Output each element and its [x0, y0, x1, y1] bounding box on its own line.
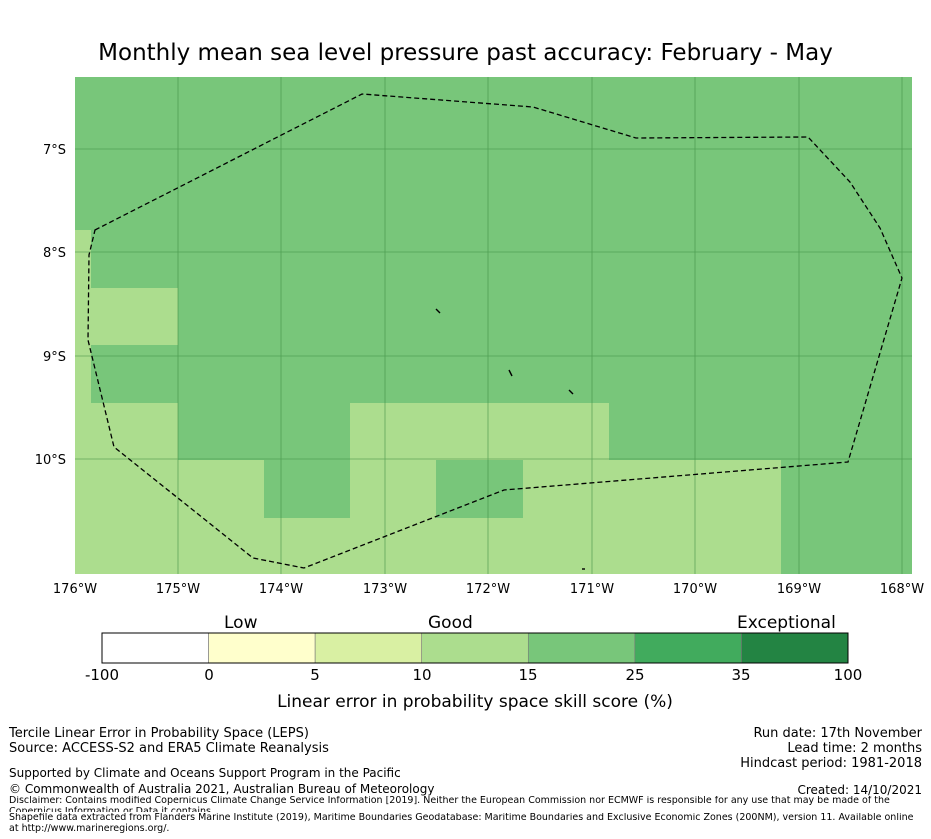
colorbar-swatch [634, 632, 742, 664]
island-1 [435, 308, 441, 314]
islands [435, 308, 585, 570]
chart-title: Monthly mean sea level pressure past acc… [98, 40, 833, 66]
colorbar-tick: 25 [625, 666, 645, 684]
created-text: Created: 14/10/2021 [797, 783, 922, 797]
copyright-text: © Commonwealth of Australia 2021, Austra… [9, 782, 435, 796]
lon-label: 176°W [53, 582, 97, 597]
colorbar-category-low: Low [224, 613, 258, 633]
eez-boundary [87, 93, 903, 569]
colorbar-label: Linear error in probability space skill … [277, 692, 673, 712]
lat-label: 10°S [35, 453, 66, 468]
colorbar-swatches [101, 632, 849, 664]
skill-map: 7°S 8°S 9°S 10°S 176°W 175°W 174°W 173°W… [35, 77, 924, 597]
colorbar-tick: 100 [833, 666, 863, 684]
colorbar [101, 632, 849, 664]
colorbar-tick: 5 [310, 666, 320, 684]
graticule [75, 77, 912, 574]
colorbar-tick: 15 [518, 666, 538, 684]
lon-label: 172°W [466, 582, 510, 597]
lon-label: 170°W [673, 582, 717, 597]
colorbar-swatch [527, 632, 636, 664]
good-skill-cell-southwest [91, 403, 178, 574]
colorbar-tick: 10 [412, 666, 432, 684]
good-skill-cell-south-2 [264, 518, 350, 574]
run-date-text: Run date: 17th November [753, 726, 922, 741]
lon-label: 168°W [880, 582, 924, 597]
good-skill-cell-west-mid [91, 288, 178, 345]
skill-grid [75, 77, 912, 574]
colorbar-category-exceptional: Exceptional [737, 613, 836, 633]
support-text: Supported by Climate and Oceans Support … [9, 766, 401, 780]
colorbar-category-good: Good [428, 613, 473, 633]
island-2 [508, 369, 513, 377]
longitude-labels: 176°W 175°W 174°W 173°W 172°W 171°W 170°… [53, 582, 924, 597]
island-3 [568, 389, 574, 395]
very-good-skill-cell-south [436, 460, 523, 518]
source-text: Source: ACCESS-S2 and ERA5 Climate Reana… [9, 741, 329, 756]
lon-label: 174°W [259, 582, 303, 597]
lat-label: 9°S [43, 350, 66, 365]
good-skill-cell-south-1 [178, 460, 264, 574]
lon-label: 175°W [156, 582, 200, 597]
lead-time-text: Lead time: 2 months [787, 741, 922, 756]
method-text: Tercile Linear Error in Probability Spac… [9, 726, 309, 741]
shapefile-text: Shapefile data extracted from Flanders M… [9, 813, 914, 834]
lon-label: 171°W [570, 582, 614, 597]
latitude-labels: 7°S 8°S 9°S 10°S [35, 143, 66, 468]
colorbar-swatch [314, 632, 423, 664]
colorbar-swatch [101, 632, 209, 664]
lat-label: 7°S [43, 143, 66, 158]
lon-label: 169°W [777, 582, 821, 597]
lat-label: 8°S [43, 246, 66, 261]
colorbar-frame [101, 632, 849, 664]
disclaimer-text: Disclaimer: Contains modified Copernicus… [9, 796, 890, 812]
good-skill-cell-west [75, 230, 91, 574]
colorbar-tick: 35 [731, 666, 751, 684]
colorbar-swatch [421, 632, 529, 664]
colorbar-tick: 0 [204, 666, 214, 684]
lon-label: 173°W [363, 582, 407, 597]
colorbar-swatch [741, 632, 849, 664]
colorbar-tick: -100 [84, 666, 120, 684]
colorbar-swatch [208, 632, 316, 664]
hindcast-text: Hindcast period: 1981-2018 [740, 756, 922, 771]
